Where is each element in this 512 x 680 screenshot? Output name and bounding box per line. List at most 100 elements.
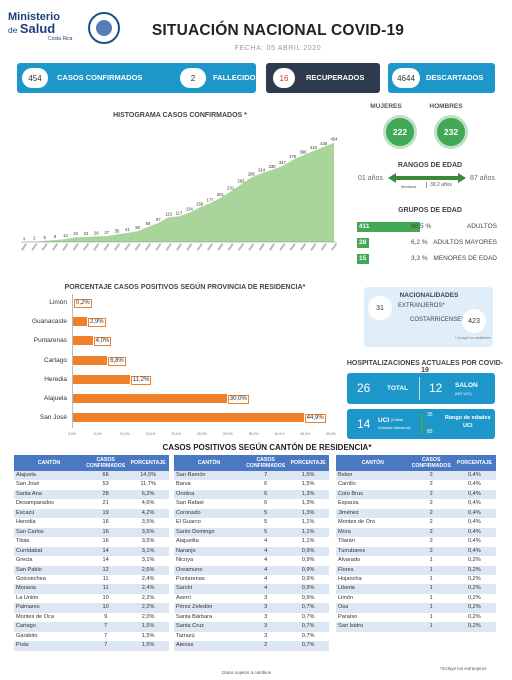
canton-percent: 2,4% (141, 575, 155, 582)
canton-percent: 0,4% (468, 519, 481, 526)
nationalities-note: * Incluye los residentes (455, 336, 491, 340)
histogram-date-tick (51, 243, 59, 251)
median-value: 39,2 años (426, 182, 452, 188)
histogram-date-tick (144, 243, 152, 251)
logo-de: de (8, 25, 18, 35)
table-row: Poás 7 1,5% (14, 641, 169, 651)
canton-percent: 0,9% (287, 584, 329, 594)
canton-name: Grecia (16, 557, 33, 564)
table-row: Alajuelita 4 1,1% (174, 537, 329, 546)
canton-percent: 2,6% (127, 565, 169, 575)
canton-percent: 0,7% (301, 632, 315, 639)
canton-cases: 2 (409, 471, 453, 481)
table-row: San Carlos 16 3,5% (14, 527, 169, 538)
province-label: Heredia (44, 375, 67, 383)
canton-cases: 5 (244, 527, 288, 538)
canton-name: Coto Brus (336, 489, 410, 500)
histogram-date-tick (113, 243, 121, 251)
canton-name: San Isidro (336, 622, 410, 632)
age-group-count: 15 (357, 254, 369, 264)
canton-name: Paraíso (338, 613, 358, 620)
canton-percent: 0,4% (452, 508, 496, 519)
canton-percent: 0,4% (452, 546, 496, 557)
province-label: Cartago (43, 356, 67, 364)
table-row: Coto Brus 2 0,4% (336, 489, 496, 500)
card-recuperados: 16 RECUPERADOS (266, 63, 380, 93)
canton-cases: 2 (409, 546, 453, 557)
canton-percent: 0,2% (468, 594, 481, 601)
card-confirmados-fallecidos: 454 CASOS CONFIRMADOS 2 FALLECIDOS (17, 63, 261, 93)
canton-percent: 0,9% (287, 546, 329, 557)
histogram-date-tick (299, 243, 307, 251)
canton-cases: 2 (409, 508, 453, 519)
canton-percent: 0,9% (301, 557, 315, 564)
coat-of-arms-icon (88, 12, 120, 44)
canton-percent: 1,5% (141, 632, 155, 639)
histogram-data-label: 13 (63, 233, 68, 238)
canton-name: Santa Ana (14, 489, 85, 500)
table-row: El Guarco 5 1,1% (174, 518, 329, 527)
canton-name: La Unión (16, 594, 39, 601)
table-row: Atenas 2 0,7% (174, 641, 329, 651)
table-row: La Unión 10 2,2% (14, 594, 169, 603)
histogram-date-tick (82, 243, 90, 251)
canton-percent: 1,5% (287, 471, 329, 481)
histogram-date-tick (124, 243, 131, 251)
histogram-date-tick (186, 243, 193, 251)
canton-name: Tibás (16, 538, 30, 545)
canton-cases: 2 (409, 527, 453, 538)
canton-cases: 2 (429, 538, 433, 545)
canton-percent: 0,7% (301, 613, 315, 620)
table-row: Heredia 16 3,5% (14, 518, 169, 527)
canton-name: San Rafael (176, 500, 204, 507)
canton-percent: 3,1% (141, 557, 155, 564)
table-row: Moravia 11 2,4% (14, 584, 169, 594)
uci-age-bar (421, 413, 423, 435)
extranjeros-count: 31 (368, 296, 392, 320)
canton-cases: 7 (104, 632, 108, 639)
table-row: San Ramón 7 1,5% (174, 471, 329, 481)
canton-cases: 4 (244, 546, 288, 557)
histogram-date-tick (165, 243, 172, 251)
canton-cases: 3 (264, 613, 268, 620)
canton-cases: 5 (264, 519, 268, 526)
histogram-date-tick (93, 243, 100, 251)
age-group-label: ADULTOS MAYORES (433, 239, 497, 246)
canton-percent: 0,9% (287, 565, 329, 575)
canton-percent: 1,3% (287, 508, 329, 519)
age-group-count: 28 (357, 238, 369, 248)
age-max: 87 años (470, 175, 495, 182)
canton-cases: 5 (244, 508, 288, 519)
canton-cases: 16 (102, 519, 109, 526)
age-group-pct: 6,2 % (411, 239, 428, 246)
canton-cases: 6 (244, 489, 288, 500)
descartados-label: DESCARTADOS (426, 73, 484, 82)
canton-percent: 2,4% (127, 584, 169, 594)
province-bar (72, 355, 108, 365)
canton-name: Desamparados (16, 500, 54, 507)
footnote-foreigners: *Incluye los extranjeros (440, 666, 487, 671)
canton-cases: 19 (84, 508, 128, 519)
uci-age-max: 85 (427, 429, 433, 435)
canton-percent: 1,1% (301, 538, 315, 545)
canton-percent: 11,7% (140, 481, 156, 488)
canton-percent: 1,3% (301, 500, 315, 507)
table-row: San Rafael 6 1,3% (174, 499, 329, 508)
table-row: San José 53 11,7% (14, 480, 169, 489)
canton-name: Tarrazú (176, 632, 195, 639)
canton-name: Limón (338, 594, 354, 601)
table-title: CASOS POSITIVOS SEGÚN CANTÓN DE RESIDENC… (162, 443, 372, 452)
province-value-label: 30,0% (227, 395, 249, 404)
canton-percent: 0,9% (301, 575, 315, 582)
logo-salud: Salud (19, 21, 56, 36)
table-row: Paraíso 1 0,2% (336, 613, 496, 622)
histogram-data-label: 177 (207, 197, 215, 202)
histogram-data-label: 263 (238, 178, 246, 183)
canton-cases: 2 (244, 641, 288, 651)
province-axis-tick: 15,0% (145, 432, 156, 436)
histogram-date-tick (20, 243, 28, 251)
province-bar (72, 317, 87, 327)
age-range-title: RANGOS DE EDAD (397, 162, 463, 169)
table-row: Montes de Oro 2 0,4% (336, 518, 496, 527)
canton-cases: 4 (264, 557, 268, 564)
